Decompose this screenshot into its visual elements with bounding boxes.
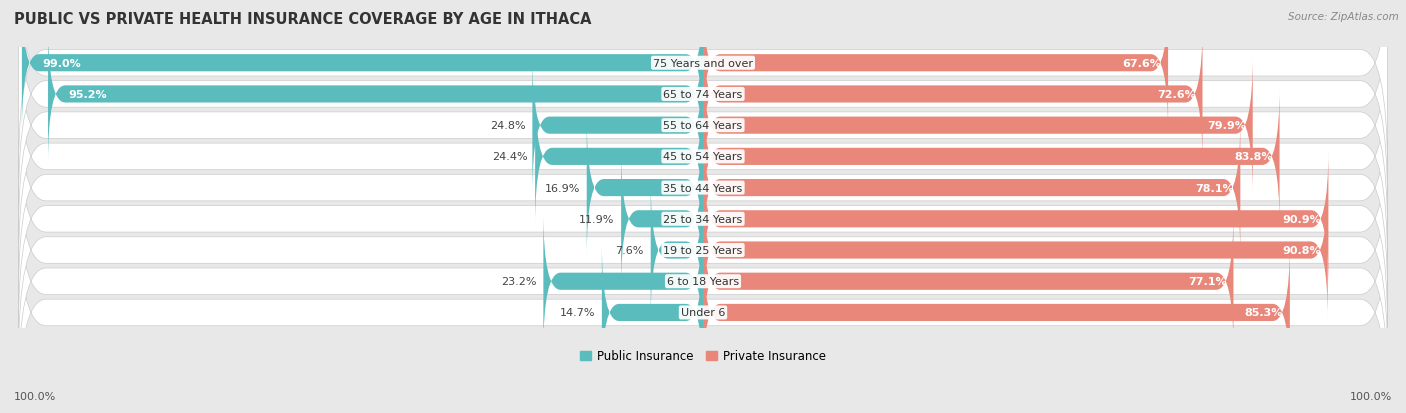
Text: 11.9%: 11.9% [579, 214, 614, 224]
FancyBboxPatch shape [18, 0, 1388, 175]
FancyBboxPatch shape [703, 88, 1279, 226]
Text: 65 to 74 Years: 65 to 74 Years [664, 90, 742, 100]
FancyBboxPatch shape [18, 170, 1388, 393]
Text: 99.0%: 99.0% [42, 59, 82, 69]
Text: 100.0%: 100.0% [1350, 391, 1392, 401]
Text: 16.9%: 16.9% [544, 183, 579, 193]
FancyBboxPatch shape [703, 212, 1233, 351]
Text: 55 to 64 Years: 55 to 64 Years [664, 121, 742, 131]
FancyBboxPatch shape [703, 243, 1289, 382]
FancyBboxPatch shape [703, 0, 1168, 133]
Text: 77.1%: 77.1% [1188, 277, 1226, 287]
Text: 14.7%: 14.7% [560, 308, 595, 318]
FancyBboxPatch shape [18, 202, 1388, 413]
Text: 85.3%: 85.3% [1244, 308, 1284, 318]
FancyBboxPatch shape [543, 212, 703, 351]
FancyBboxPatch shape [18, 14, 1388, 237]
Text: 90.8%: 90.8% [1282, 245, 1320, 255]
FancyBboxPatch shape [703, 26, 1202, 164]
FancyBboxPatch shape [18, 0, 1388, 206]
Text: PUBLIC VS PRIVATE HEALTH INSURANCE COVERAGE BY AGE IN ITHACA: PUBLIC VS PRIVATE HEALTH INSURANCE COVER… [14, 12, 592, 27]
Text: 72.6%: 72.6% [1157, 90, 1195, 100]
Text: 25 to 34 Years: 25 to 34 Years [664, 214, 742, 224]
FancyBboxPatch shape [586, 119, 703, 257]
FancyBboxPatch shape [703, 119, 1240, 257]
Text: 75 Years and over: 75 Years and over [652, 59, 754, 69]
FancyBboxPatch shape [536, 88, 703, 226]
FancyBboxPatch shape [18, 139, 1388, 362]
Text: 19 to 25 Years: 19 to 25 Years [664, 245, 742, 255]
Text: 45 to 54 Years: 45 to 54 Years [664, 152, 742, 162]
Text: 78.1%: 78.1% [1195, 183, 1233, 193]
Text: 23.2%: 23.2% [501, 277, 537, 287]
FancyBboxPatch shape [18, 77, 1388, 299]
Text: 79.9%: 79.9% [1206, 121, 1246, 131]
FancyBboxPatch shape [621, 150, 703, 289]
Text: 83.8%: 83.8% [1234, 152, 1272, 162]
Text: 6 to 18 Years: 6 to 18 Years [666, 277, 740, 287]
Text: 24.4%: 24.4% [492, 152, 529, 162]
Text: 95.2%: 95.2% [69, 90, 107, 100]
FancyBboxPatch shape [651, 181, 703, 320]
Text: Source: ZipAtlas.com: Source: ZipAtlas.com [1288, 12, 1399, 22]
Text: 100.0%: 100.0% [14, 391, 56, 401]
Legend: Public Insurance, Private Insurance: Public Insurance, Private Insurance [575, 345, 831, 367]
FancyBboxPatch shape [18, 46, 1388, 268]
FancyBboxPatch shape [703, 57, 1253, 195]
Text: 35 to 44 Years: 35 to 44 Years [664, 183, 742, 193]
Text: 90.9%: 90.9% [1282, 214, 1322, 224]
Text: 7.6%: 7.6% [616, 245, 644, 255]
FancyBboxPatch shape [602, 243, 703, 382]
Text: Under 6: Under 6 [681, 308, 725, 318]
Text: 67.6%: 67.6% [1122, 59, 1161, 69]
FancyBboxPatch shape [533, 57, 703, 195]
FancyBboxPatch shape [18, 108, 1388, 330]
Text: 24.8%: 24.8% [489, 121, 526, 131]
FancyBboxPatch shape [48, 26, 703, 164]
FancyBboxPatch shape [703, 181, 1327, 320]
FancyBboxPatch shape [22, 0, 703, 133]
FancyBboxPatch shape [703, 150, 1329, 289]
